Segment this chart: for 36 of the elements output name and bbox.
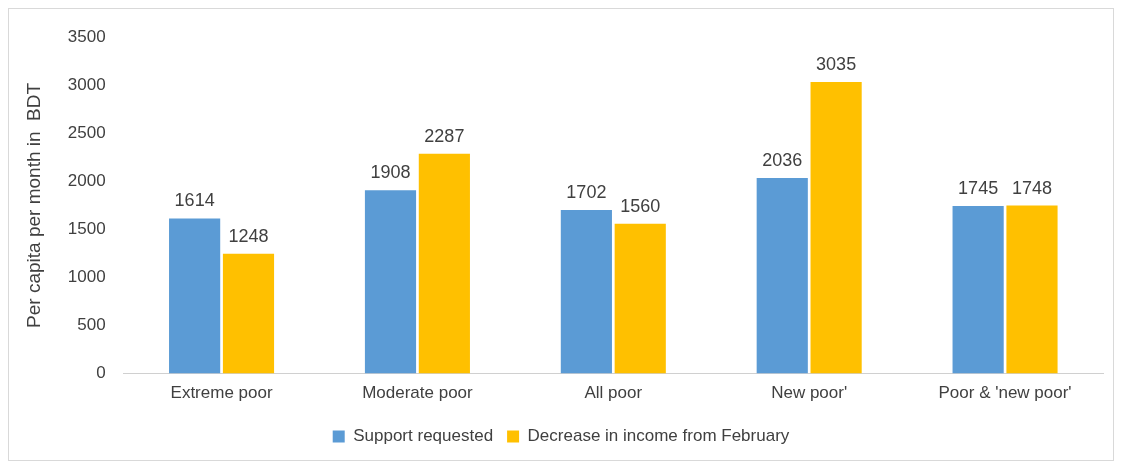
legend-label: Support requested bbox=[353, 426, 494, 446]
y-tick-label: 3500 bbox=[67, 26, 106, 46]
y-tick-label: 2000 bbox=[67, 171, 106, 191]
data-label: 2287 bbox=[424, 125, 465, 146]
y-tick-label: 1500 bbox=[67, 219, 106, 239]
bar bbox=[614, 223, 666, 374]
x-tick-label: Poor & 'new poor' bbox=[938, 383, 1072, 403]
y-tick-label: 500 bbox=[77, 315, 106, 335]
data-label: 1702 bbox=[566, 181, 607, 202]
x-tick-label: Extreme poor bbox=[170, 383, 273, 403]
legend-label: Decrease in income from February bbox=[527, 426, 790, 446]
data-label: 2036 bbox=[762, 149, 803, 170]
bar bbox=[560, 210, 612, 374]
data-label: 3035 bbox=[816, 53, 857, 74]
bar bbox=[756, 177, 808, 374]
bar bbox=[1006, 205, 1058, 374]
data-label: 1908 bbox=[370, 162, 411, 183]
bar bbox=[364, 190, 417, 374]
y-tick-label: 2500 bbox=[67, 123, 106, 142]
data-label: 1560 bbox=[620, 195, 661, 216]
y-tick-label: 1000 bbox=[67, 267, 106, 287]
y-tick-label: 3000 bbox=[67, 74, 106, 94]
data-label: 1614 bbox=[174, 190, 215, 211]
x-tick-label: Moderate poor bbox=[362, 383, 474, 403]
data-label: 1748 bbox=[1011, 177, 1053, 198]
data-label: 1745 bbox=[958, 177, 999, 198]
bar bbox=[952, 205, 1004, 374]
bar bbox=[169, 218, 221, 374]
bar bbox=[222, 253, 275, 374]
y-tick-label: 0 bbox=[96, 363, 106, 383]
x-tick-label: New poor' bbox=[771, 383, 848, 403]
data-label: 1248 bbox=[228, 225, 269, 246]
bar bbox=[418, 153, 470, 374]
y-axis-title: Per capita per month in BDT bbox=[22, 82, 44, 328]
bar bbox=[810, 81, 862, 374]
x-tick-label: All poor bbox=[584, 383, 643, 403]
